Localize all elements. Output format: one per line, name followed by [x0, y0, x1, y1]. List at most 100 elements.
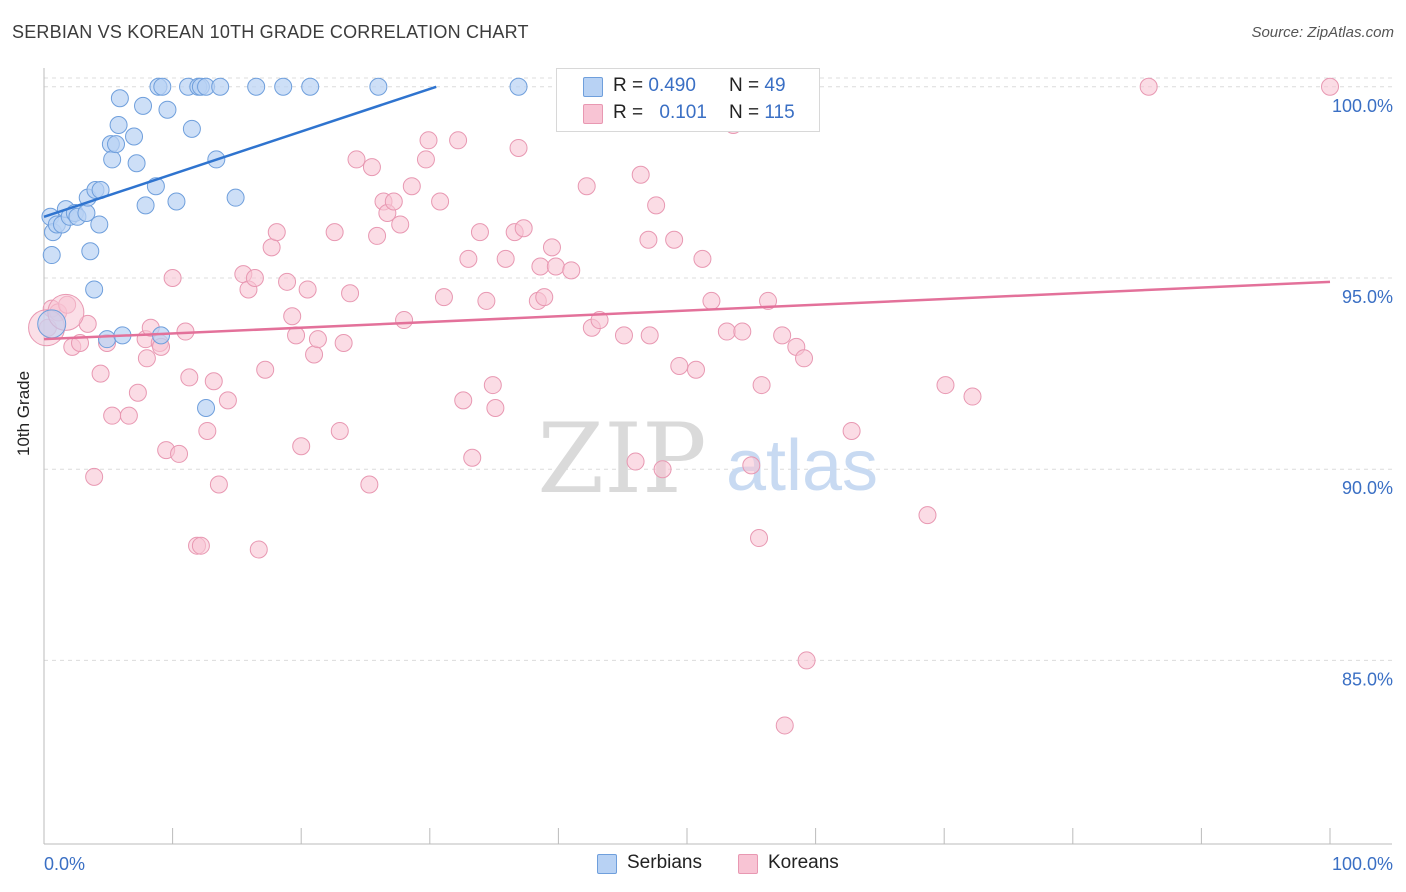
korean-point: [128, 383, 147, 402]
korean-point: [218, 391, 237, 410]
korean-point: [434, 288, 453, 307]
korean-point: [496, 249, 515, 268]
korean-point: [486, 399, 505, 418]
korean-point: [1139, 77, 1158, 96]
korean-point: [278, 272, 297, 291]
korean-point: [449, 131, 468, 150]
korean-point: [262, 238, 281, 257]
korean-point: [163, 268, 182, 287]
serbian-point: [369, 77, 388, 96]
serbian-point: [274, 77, 293, 96]
korean-point: [477, 291, 496, 310]
korean-point: [795, 349, 814, 368]
korean-point: [204, 372, 223, 391]
korean-point: [640, 326, 659, 345]
serbian-point: [81, 242, 100, 261]
korean-point: [470, 223, 489, 242]
korean-point: [963, 387, 982, 406]
serbian-point: [153, 77, 172, 96]
korean-point: [693, 249, 712, 268]
legend-swatch-koreans: [583, 104, 603, 124]
bottom-legend-label-koreans: Koreans: [768, 852, 839, 873]
korean-point: [775, 716, 794, 735]
korean-point: [773, 326, 792, 345]
serbian-point: [167, 192, 186, 211]
korean-point: [305, 345, 324, 364]
serbian-trend-line: [43, 85, 437, 218]
korean-point: [402, 177, 421, 196]
korean-point: [514, 219, 533, 238]
korean-point: [292, 437, 311, 456]
bottom-legend-swatch-serbians: [597, 854, 617, 874]
trend-layer: [43, 85, 1331, 341]
korean-point: [509, 138, 528, 157]
serbian-point: [107, 135, 126, 154]
korean-point: [653, 460, 672, 479]
serbian-point: [85, 280, 104, 299]
serbian-point: [182, 119, 201, 138]
korean-point: [283, 307, 302, 326]
korean-point: [631, 165, 650, 184]
korean-point: [733, 322, 752, 341]
korean-point: [308, 330, 327, 349]
serbian-point: [211, 77, 230, 96]
korean-point: [391, 215, 410, 234]
korean-point: [170, 444, 189, 463]
korean-point: [717, 322, 736, 341]
korean-point: [546, 257, 565, 276]
korean-point: [384, 192, 403, 211]
korean-point: [759, 291, 778, 310]
korean-trend-line: [43, 280, 1331, 341]
korean-point: [245, 268, 264, 287]
korean-point: [750, 529, 769, 548]
tick-label-layer: 85.0% 90.0% 95.0% 100.0% 0.0% 100.0%: [44, 96, 1393, 874]
korean-point: [347, 150, 366, 169]
korean-point: [626, 452, 645, 471]
korean-point: [341, 284, 360, 303]
bottom-legend-swatch-koreans: [738, 854, 758, 874]
y-axis-label-wrap: 10th Grade: [14, 371, 34, 456]
korean-point: [614, 326, 633, 345]
serbian-point: [158, 100, 177, 119]
korean-point: [267, 223, 286, 242]
korean-point: [198, 421, 217, 440]
korean-point: [360, 475, 379, 494]
korean-point: [431, 192, 450, 211]
korean-point: [542, 238, 561, 257]
korean-point: [702, 291, 721, 310]
korean-point: [936, 376, 955, 395]
korean-point: [91, 364, 110, 383]
legend-n-koreans: N = 115: [729, 102, 795, 123]
y-tick-label: 100.0%: [1332, 96, 1393, 116]
serbian-point: [98, 330, 117, 349]
korean-point: [752, 376, 771, 395]
watermark-zip: ZIP: [537, 403, 706, 515]
korean-point: [368, 226, 387, 245]
x-tick-label: 100.0%: [1332, 854, 1393, 874]
legend-box: R = 0.490 N = 49 R = 0.101 N = 115: [556, 68, 820, 132]
korean-point: [325, 223, 344, 242]
korean-point: [395, 311, 414, 330]
korean-point: [562, 261, 581, 280]
serbian-point: [42, 246, 61, 265]
korean-point: [330, 421, 349, 440]
serbian-point: [127, 154, 146, 173]
korean-point: [459, 249, 478, 268]
y-tick-label: 95.0%: [1342, 287, 1393, 307]
legend-r-koreans: R = 0.101: [613, 102, 707, 123]
y-tick-label: 85.0%: [1342, 669, 1393, 689]
serbian-point: [109, 116, 128, 135]
korean-point: [334, 334, 353, 353]
korean-point: [797, 651, 816, 670]
chart-title: SERBIAN VS KOREAN 10TH GRADE CORRELATION…: [12, 22, 529, 42]
korean-point: [454, 391, 473, 410]
korean-point: [842, 421, 861, 440]
watermark: ZIP atlas: [537, 403, 878, 515]
korean-point: [416, 150, 435, 169]
korean-point: [535, 288, 554, 307]
x-tick-label: 0.0%: [44, 854, 85, 874]
korean-point: [687, 360, 706, 379]
korean-point: [647, 196, 666, 215]
korean-point: [298, 280, 317, 299]
